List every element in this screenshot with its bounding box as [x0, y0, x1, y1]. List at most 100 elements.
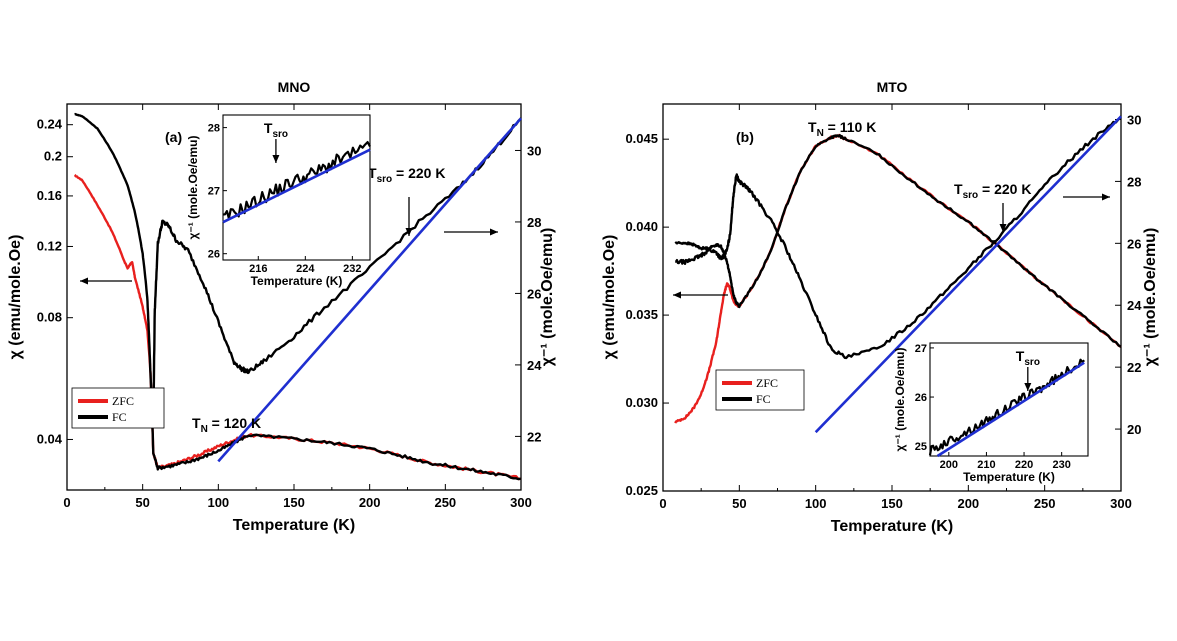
legend-label-fc: FC [756, 392, 771, 406]
y-right-tick-label: 20 [1127, 422, 1141, 437]
y-left-axis-label: χ (emu/mole.Oe) [601, 235, 618, 360]
inset-y-tick-label: 27 [915, 343, 927, 355]
inset-x-tick-label: 216 [249, 263, 267, 275]
inset-x-tick-label: 224 [296, 263, 315, 275]
inset-chart: 216 224 232 26 27 28 Temperature (K) χ⁻¹ (mole.… [186, 114, 371, 288]
y-left-tick-label: 0.24 [37, 117, 63, 132]
y-left-axis-label: χ (emu/mole.Oe) [7, 235, 24, 360]
inset-series-data [928, 358, 1085, 456]
tsro-arrow [999, 203, 1007, 232]
y-right-tick-label: 24 [1127, 298, 1142, 313]
series-fc [674, 134, 1122, 348]
chart-panel-mto: 0 50 100 150 200 250 300 0.025 0.030 0.035 0.040 0.… [601, 79, 1159, 535]
y-right-tick-label: 22 [1127, 360, 1141, 375]
y-right-tick-label: 30 [1127, 112, 1141, 127]
chart-title: MNO [278, 79, 311, 95]
inset-tsro-arrow [272, 139, 280, 163]
left-axis-arrow [80, 277, 132, 285]
inset-series-linear-fit [222, 148, 371, 224]
y-left-tick-label: 0.04 [37, 431, 63, 446]
x-tick-label: 100 [207, 495, 229, 510]
x-tick-label: 300 [1110, 496, 1132, 511]
y-right-tick-label: 26 [1127, 236, 1141, 251]
y-left-tick-label: 0.035 [625, 307, 658, 322]
legend-box [71, 387, 165, 429]
x-tick-label: 0 [659, 496, 666, 511]
tsro-annotation: Tsro = 220 K [368, 165, 445, 185]
x-tick-label: 300 [510, 495, 532, 510]
inset-y-tick-label: 28 [208, 123, 220, 135]
y-left-tick-label: 0.16 [37, 188, 62, 203]
y-left-tick-label: 0.2 [44, 149, 62, 164]
inset-y-tick-label: 25 [915, 441, 927, 453]
inset-frame [222, 114, 371, 261]
inset-x-tick-label: 210 [977, 459, 995, 471]
y-right-tick-label: 28 [527, 215, 541, 230]
inset-x-tick-label: 220 [1015, 459, 1033, 471]
x-tick-label: 250 [1034, 496, 1056, 511]
panel-label: (b) [736, 129, 754, 145]
series-inverse-susceptibility [674, 115, 1122, 360]
inset-tsro-annotation: Tsro [264, 120, 288, 140]
x-tick-label: 100 [805, 496, 827, 511]
inset-x-axis-label: Temperature (K) [251, 274, 343, 288]
chart-title: MTO [877, 79, 908, 95]
x-axis-label: Temperature (K) [831, 518, 953, 535]
y-left-tick-label: 0.030 [625, 395, 658, 410]
right-axis-arrow [1063, 193, 1110, 201]
x-tick-label: 0 [63, 495, 70, 510]
x-axis-label: Temperature (K) [233, 517, 355, 534]
chart-panel-mno: 0 50 100 150 200 250 300 0.04 0.08 0.12 0.16 0.2 0.2… [7, 79, 556, 534]
tsro-annotation: Tsro = 220 K [954, 181, 1031, 201]
y-left-tick-label: 0.040 [625, 219, 658, 234]
inset-y-tick-label: 26 [208, 249, 220, 261]
series-linear-fit [217, 117, 522, 463]
x-tick-label: 150 [881, 496, 903, 511]
inset-y-tick-label: 27 [208, 186, 220, 198]
x-tick-label: 150 [283, 495, 305, 510]
tsro-arrow [405, 197, 413, 236]
inset-series-data [222, 141, 371, 220]
tn-annotation: TN = 120 K [192, 415, 261, 435]
tn-annotation: TN = 110 K [808, 119, 876, 139]
inset-y-tick-label: 26 [915, 392, 927, 404]
x-tick-label: 200 [359, 495, 381, 510]
y-right-tick-label: 22 [527, 429, 541, 444]
inset-y-axis-label: χ⁻¹ (mole.Oe/emu) [893, 348, 907, 452]
right-axis-arrow [444, 228, 498, 236]
x-tick-label: 50 [135, 495, 149, 510]
legend-box [715, 369, 805, 411]
x-tick-label: 200 [957, 496, 979, 511]
y-left-tick-label: 0.12 [37, 238, 62, 253]
left-axis-arrow [673, 291, 728, 299]
series-linear-fit [814, 115, 1122, 434]
inset-tsro-annotation: Tsro [1016, 348, 1040, 368]
inset-y-axis-label: χ⁻¹ (mole.Oe/emu) [186, 136, 200, 240]
inset-x-tick-label: 232 [343, 263, 361, 275]
x-tick-label: 50 [732, 496, 746, 511]
y-left-tick-label: 0.08 [37, 310, 62, 325]
series-fc [74, 112, 522, 481]
inset-x-tick-label: 230 [1052, 459, 1070, 471]
y-right-tick-label: 28 [1127, 174, 1141, 189]
y-right-axis-label: χ⁻¹ (mole.Oe/emu) [539, 228, 556, 367]
inset-series-linear-fit [936, 361, 1085, 458]
y-right-tick-label: 30 [527, 143, 541, 158]
y-right-axis-label: χ⁻¹ (mole.Oe/emu) [1142, 228, 1159, 367]
legend-label-zfc: ZFC [756, 376, 778, 390]
x-tick-label: 250 [434, 495, 456, 510]
legend: ZFC FC [71, 387, 165, 429]
inset-x-tick-label: 200 [940, 459, 958, 471]
inset-chart: 200 210 220 230 25 26 27 Temperature (K) χ⁻¹ (mo… [893, 342, 1089, 484]
legend-label-zfc: ZFC [112, 394, 134, 408]
y-left-tick-label: 0.025 [625, 483, 658, 498]
legend-label-fc: FC [112, 410, 127, 424]
inset-tsro-arrow [1024, 367, 1032, 391]
legend: ZFC FC [715, 369, 805, 411]
inset-x-axis-label: Temperature (K) [963, 470, 1055, 484]
panel-label: (a) [165, 129, 182, 145]
y-right-tick-label: 26 [527, 286, 541, 301]
y-right-tick-label: 24 [527, 358, 542, 373]
y-left-tick-label: 0.045 [625, 131, 658, 146]
